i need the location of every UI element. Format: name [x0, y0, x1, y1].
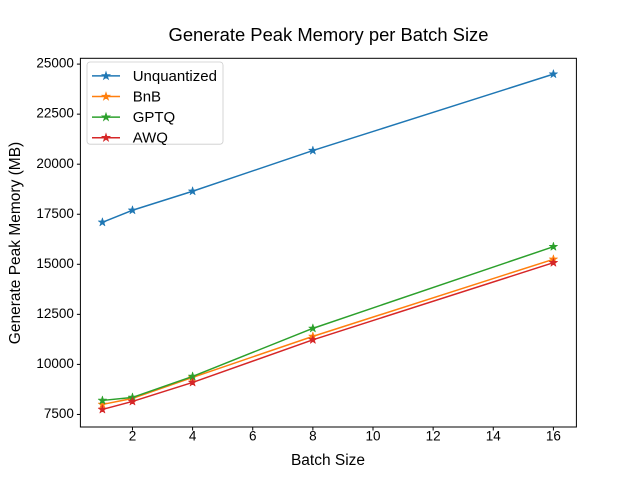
svg-text:BnB: BnB [133, 89, 161, 106]
svg-text:Generate Peak Memory per Batch: Generate Peak Memory per Batch Size [169, 24, 489, 45]
svg-text:AWQ: AWQ [133, 130, 168, 147]
svg-text:15000: 15000 [36, 256, 74, 271]
svg-text:20000: 20000 [36, 156, 74, 171]
svg-text:12500: 12500 [36, 306, 74, 321]
svg-text:6: 6 [249, 429, 257, 444]
svg-text:4: 4 [189, 429, 197, 444]
svg-text:10: 10 [365, 429, 380, 444]
svg-text:22500: 22500 [36, 106, 74, 121]
svg-text:10000: 10000 [36, 356, 74, 371]
svg-text:16: 16 [546, 429, 561, 444]
svg-text:12: 12 [426, 429, 441, 444]
svg-text:2: 2 [129, 429, 137, 444]
svg-text:Generate Peak Memory (MB): Generate Peak Memory (MB) [7, 142, 24, 344]
svg-text:17500: 17500 [36, 206, 74, 221]
svg-text:14: 14 [486, 429, 502, 444]
svg-text:Unquantized: Unquantized [133, 68, 217, 85]
svg-text:Batch Size: Batch Size [291, 452, 365, 469]
svg-text:7500: 7500 [44, 406, 74, 421]
svg-text:8: 8 [309, 429, 317, 444]
svg-text:GPTQ: GPTQ [133, 109, 176, 126]
svg-text:25000: 25000 [36, 56, 74, 71]
